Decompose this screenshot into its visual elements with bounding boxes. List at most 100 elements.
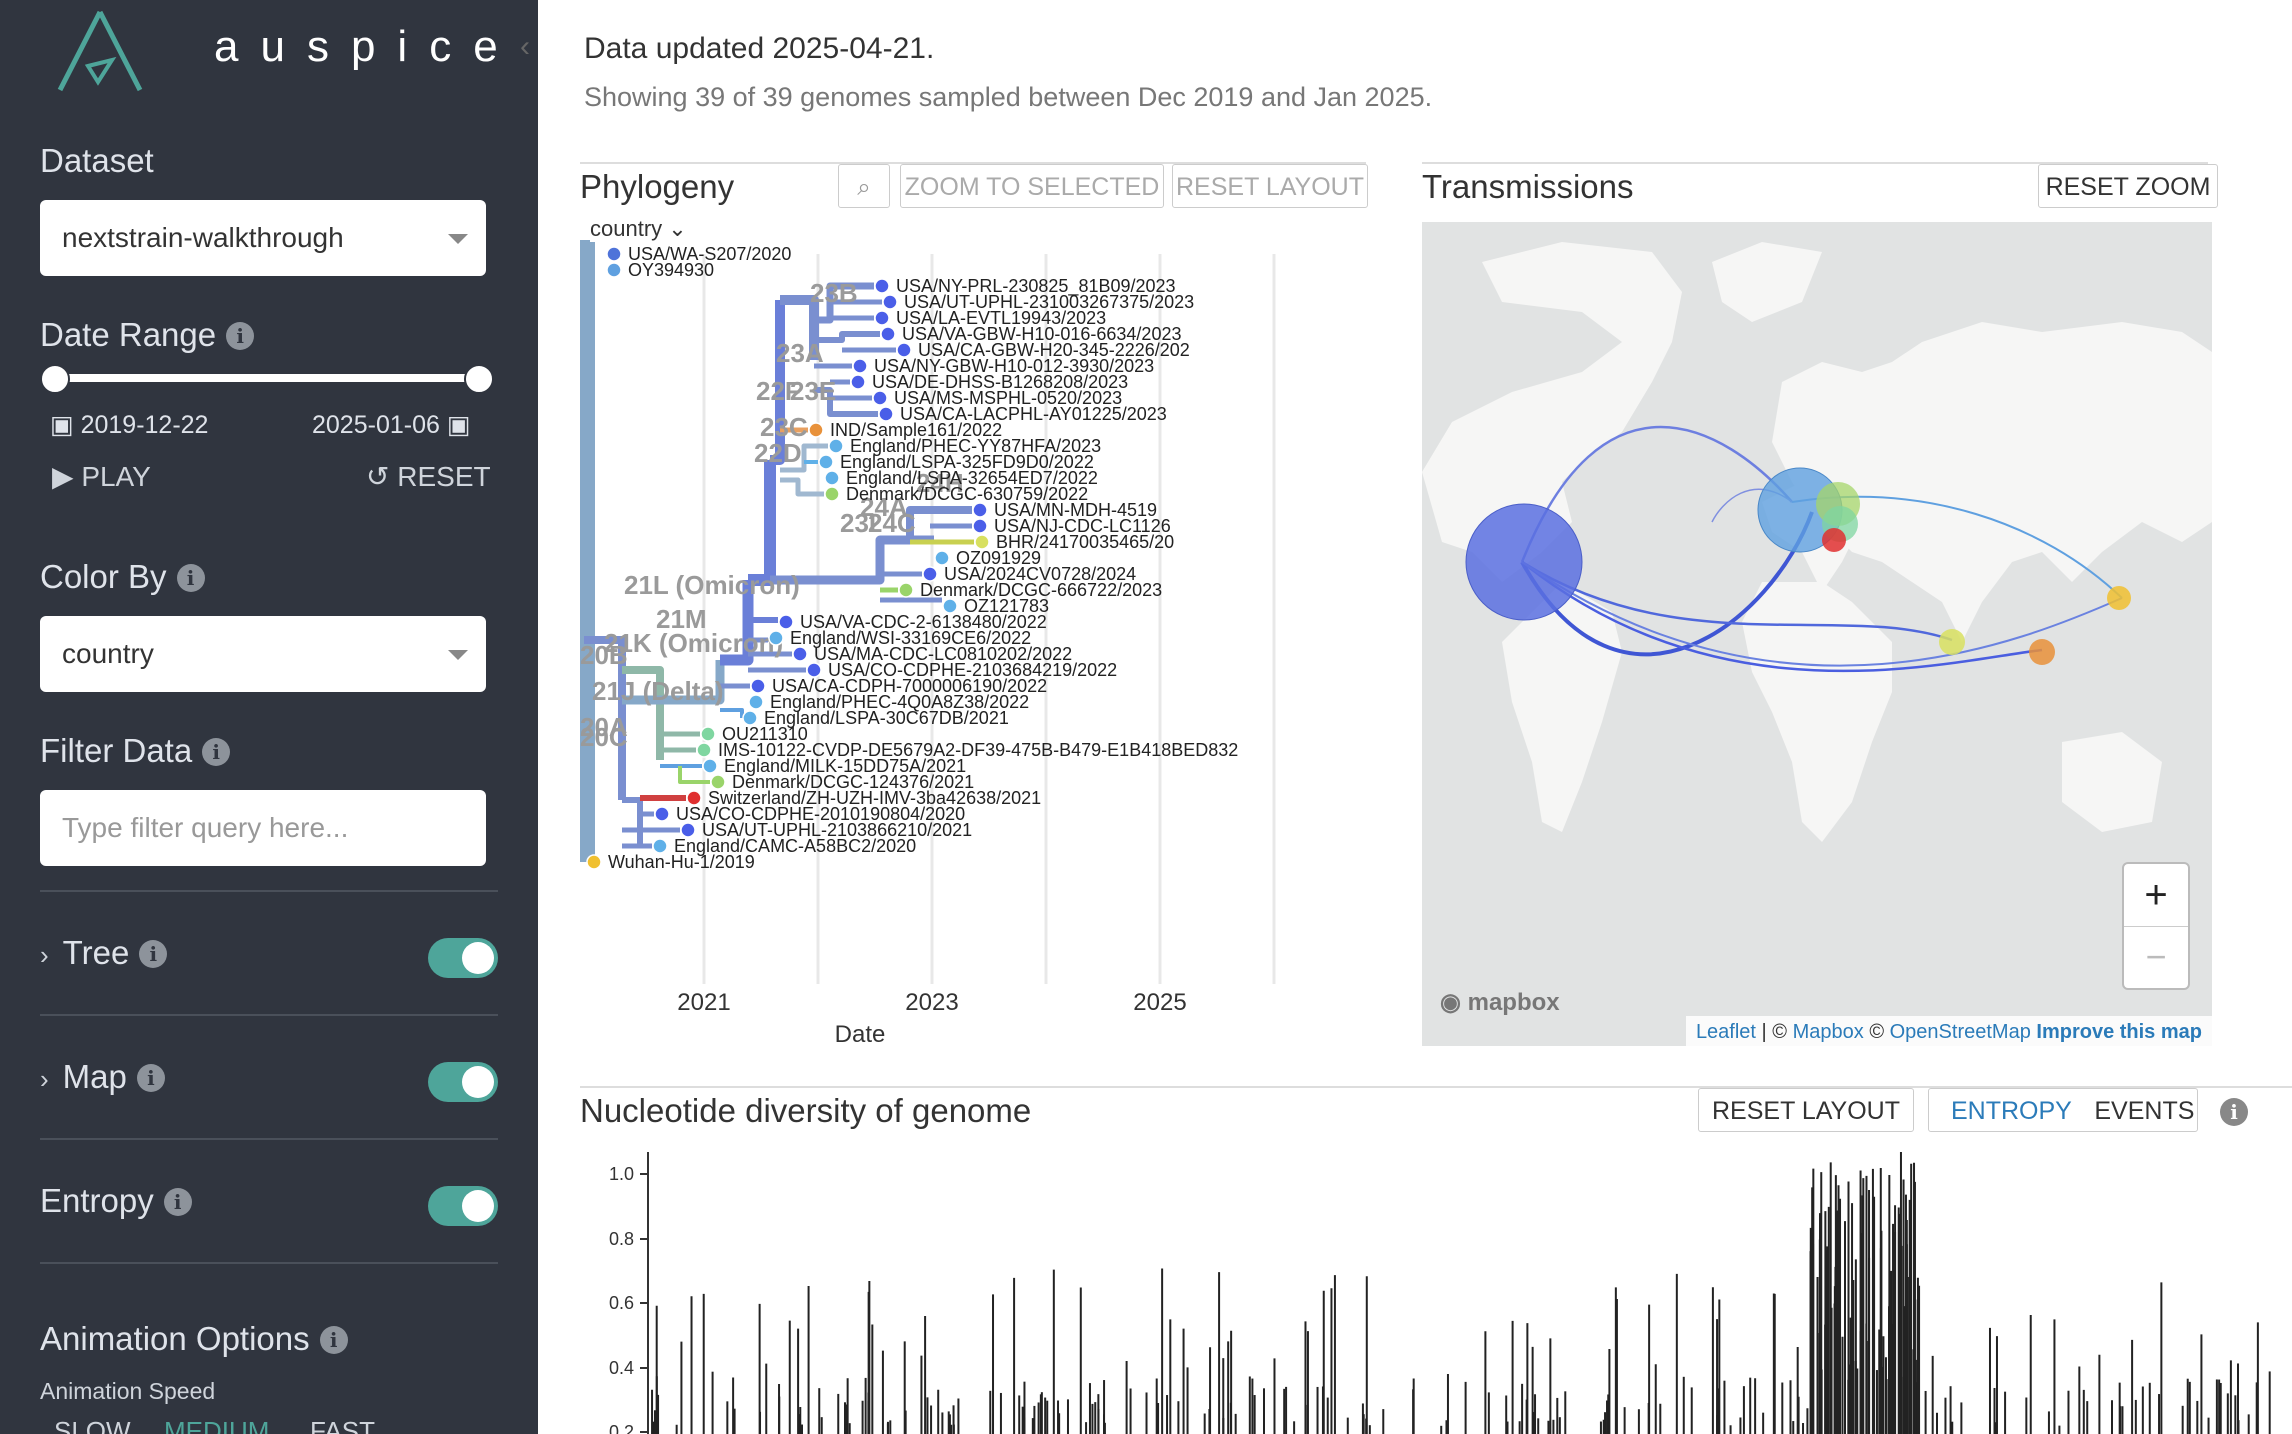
date-end-handle[interactable] <box>464 364 494 394</box>
tip-marker[interactable] <box>792 646 808 662</box>
osm-link[interactable]: OpenStreetMap <box>1889 1021 2031 1043</box>
info-icon[interactable]: i <box>136 1064 165 1092</box>
map-toggle[interactable] <box>428 1062 498 1102</box>
tree-tip[interactable]: USA/MA-CDC-LC0810202/2022 <box>792 644 1072 664</box>
tip-marker[interactable] <box>778 614 794 630</box>
tip-marker[interactable] <box>710 774 726 790</box>
tip-marker[interactable] <box>750 678 766 694</box>
info-icon[interactable]: i <box>139 940 168 968</box>
tip-marker[interactable] <box>874 310 890 326</box>
tree-tip[interactable]: USA/UT-UPHL-231003267375/2023 <box>882 292 1194 312</box>
tree-tip[interactable]: England/PHEC-4Q0A8Z38/2022 <box>748 692 1029 712</box>
tree-tip[interactable]: IND/Sample161/2022 <box>808 420 1002 440</box>
tip-marker[interactable] <box>874 278 890 294</box>
tip-marker[interactable] <box>818 454 834 470</box>
speed-fast[interactable]: FAST <box>310 1416 376 1434</box>
tree-tip[interactable]: USA/NJ-CDC-LC1126 <box>972 516 1171 536</box>
tree-tip[interactable]: USA/VA-CDC-2-6138480/2022 <box>778 612 1047 632</box>
tip-marker[interactable] <box>852 358 868 374</box>
tab-entropy[interactable]: ENTROPY <box>1951 1097 2072 1125</box>
tree-tip[interactable]: USA/LA-EVTL19943/2023 <box>874 308 1106 328</box>
tree-tip[interactable]: Switzerland/ZH-UZH-IMV-3ba42638/2021 <box>686 788 1041 808</box>
tree-color-select[interactable]: country ⌄ <box>590 216 687 242</box>
tree-tip[interactable]: England/PHEC-YY87HFA/2023 <box>828 436 1101 456</box>
collapse-sidebar-icon[interactable]: ‹ <box>520 30 530 63</box>
tree-tip[interactable]: USA/CO-CDPHE-2103684219/2022 <box>806 660 1117 680</box>
mapbox-logo[interactable]: ◉ mapbox <box>1440 989 1560 1016</box>
tree-tip[interactable]: USA/DE-DHSS-B1268208/2023 <box>850 372 1128 392</box>
play-button[interactable]: ▶ PLAY <box>52 461 151 492</box>
tip-marker[interactable] <box>586 854 602 870</box>
transmission-map[interactable]: + − ◉ mapbox Leaflet | © Mapbox © OpenSt… <box>1422 222 2212 1046</box>
tip-marker[interactable] <box>824 486 840 502</box>
tip-marker[interactable] <box>972 518 988 534</box>
tree-tip[interactable]: England/WSI-33169CE6/2022 <box>768 628 1031 648</box>
filter-input[interactable]: Type filter query here... <box>40 790 486 866</box>
tip-marker[interactable] <box>880 326 896 342</box>
tree-tip[interactable]: England/LSPA-325FD9D0/2022 <box>818 452 1094 472</box>
tip-marker[interactable] <box>606 262 622 278</box>
tip-marker[interactable] <box>850 374 866 390</box>
tree-tip[interactable]: OU211310 <box>700 724 808 744</box>
tree-tip[interactable]: USA/NY-GBW-H10-012-3930/2023 <box>852 356 1154 376</box>
tree-tip[interactable]: USA/VA-GBW-H10-016-6634/2023 <box>880 324 1181 344</box>
tip-marker[interactable] <box>972 502 988 518</box>
reset-button[interactable]: ↺ RESET <box>366 461 491 492</box>
tip-marker[interactable] <box>828 438 844 454</box>
reset-zoom-button[interactable]: RESET ZOOM <box>2038 164 2218 208</box>
tree-tip[interactable]: USA/WA-S207/2020 <box>606 244 791 264</box>
tree-toggle[interactable] <box>428 938 498 978</box>
tip-marker[interactable] <box>896 342 912 358</box>
color-by-select[interactable]: country <box>40 616 486 692</box>
info-icon[interactable]: i <box>226 322 255 350</box>
tab-events[interactable]: EVENTS <box>2094 1097 2195 1125</box>
tree-tip[interactable]: USA/MN-MDH-4519 <box>972 500 1157 520</box>
date-end[interactable]: 2025-01-06 ▣ <box>312 411 471 439</box>
tip-marker[interactable] <box>806 662 822 678</box>
zoom-to-selected-button[interactable]: ZOOM TO SELECTED <box>900 164 1164 208</box>
tip-marker[interactable] <box>686 790 702 806</box>
tree-section[interactable]: › Tree i <box>40 934 168 972</box>
tip-marker[interactable] <box>742 710 758 726</box>
tip-marker[interactable] <box>654 806 670 822</box>
tip-marker[interactable] <box>882 294 898 310</box>
tree-tip[interactable]: England/MILK-15DD75A/2021 <box>702 756 966 776</box>
country-circle-usa[interactable] <box>1465 503 1583 621</box>
tip-marker[interactable] <box>898 582 914 598</box>
tree-tip[interactable]: OY394930 <box>606 260 714 280</box>
info-icon[interactable]: i <box>319 1326 348 1354</box>
improve-map-link[interactable]: Improve this map <box>2036 1021 2202 1043</box>
tree-tip[interactable]: USA/CA-GBW-H20-345-2226/202 <box>896 340 1190 360</box>
tip-marker[interactable] <box>942 598 958 614</box>
tree-tip[interactable]: USA/CA-CDPH-7000006190/2022 <box>750 676 1047 696</box>
country-circle-india[interactable] <box>2029 639 2055 665</box>
tree-tip[interactable]: Denmark/DCGC-630759/2022 <box>824 484 1088 504</box>
tree-tip[interactable]: England/LSPA-32654ED7/2022 <box>824 468 1098 488</box>
tip-marker[interactable] <box>768 630 784 646</box>
tip-marker[interactable] <box>934 550 950 566</box>
zoom-out-button[interactable]: − <box>2145 936 2167 977</box>
tree-tip[interactable]: Wuhan-Hu-1/2019 <box>586 852 755 872</box>
tree-tip[interactable]: USA/MS-MSPHL-0520/2023 <box>872 388 1122 408</box>
entropy-toggle[interactable] <box>428 1186 498 1226</box>
tip-marker[interactable] <box>748 694 764 710</box>
tree-tip[interactable]: USA/CO-CDPHE-2010190804/2020 <box>654 804 965 824</box>
tip-marker[interactable] <box>974 534 990 550</box>
reset-layout-button[interactable]: RESET LAYOUT <box>1172 164 1368 208</box>
speed-medium[interactable]: MEDIUM <box>164 1416 270 1434</box>
tree-tip[interactable]: England/LSPA-30C67DB/2021 <box>742 708 1009 728</box>
date-start-handle[interactable] <box>40 364 70 394</box>
dataset-select[interactable]: nextstrain-walkthrough <box>40 200 486 276</box>
tree-tip[interactable]: USA/2024CV0728/2024 <box>922 564 1136 584</box>
tree-tip[interactable]: IMS-10122-CVDP-DE5679A2-DF39-475B-B479-E… <box>696 740 1238 760</box>
tree-tip[interactable]: England/CAMC-A58BC2/2020 <box>652 836 916 856</box>
tree-tip[interactable]: Denmark/DCGC-124376/2021 <box>710 772 974 792</box>
tree-tip[interactable]: USA/CA-LACPHL-AY01225/2023 <box>878 404 1167 424</box>
info-icon[interactable]: i <box>2220 1098 2248 1126</box>
tip-marker[interactable] <box>922 566 938 582</box>
date-start[interactable]: ▣ 2019-12-22 <box>50 411 209 439</box>
map-section[interactable]: › Map i <box>40 1058 165 1096</box>
tip-marker[interactable] <box>652 838 668 854</box>
tip-marker[interactable] <box>872 390 888 406</box>
tree-tip[interactable]: USA/UT-UPHL-2103866210/2021 <box>680 820 972 840</box>
